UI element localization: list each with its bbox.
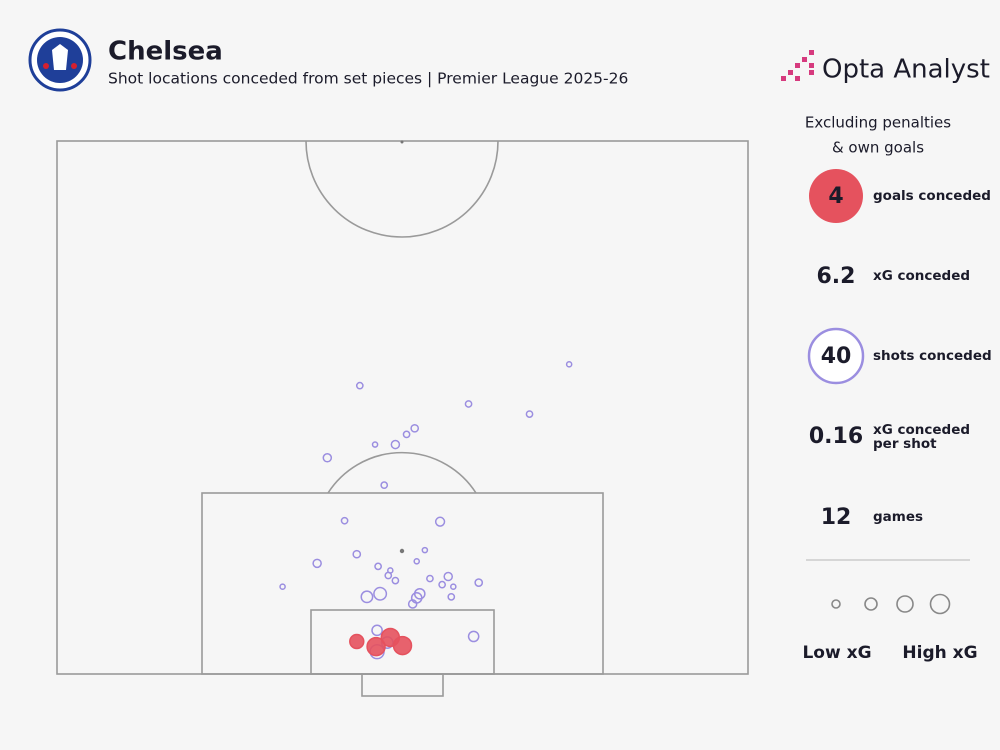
team-name: Chelsea: [108, 37, 223, 67]
shot: [279, 583, 286, 590]
shot: [438, 580, 446, 589]
shot: [426, 574, 434, 583]
shot: [360, 590, 374, 604]
shot: [390, 439, 401, 450]
shot: [434, 516, 446, 527]
stat-label: xG conceded: [873, 268, 970, 284]
subtitle: Shot locations conceded from set pieces …: [108, 70, 628, 88]
size-legend: [831, 593, 951, 615]
goal-shot: [392, 635, 413, 656]
goal-shot: [349, 633, 365, 650]
stat-value: 0.16: [809, 424, 863, 449]
stat-value: 6.2: [817, 264, 856, 289]
shot: [525, 410, 534, 418]
shot: [447, 592, 456, 601]
legend-high: High xG: [902, 643, 977, 663]
shot: [355, 381, 364, 390]
shot: [407, 599, 418, 609]
brand-logo: [781, 50, 814, 81]
stat-value: 40: [821, 344, 852, 369]
note-line: Excluding penalties: [805, 114, 951, 132]
shot: [474, 578, 484, 587]
goal-shot: [366, 636, 386, 657]
shot: [352, 549, 362, 559]
shot: [421, 546, 429, 554]
brand-name: Opta Analyst: [822, 55, 990, 85]
stat-label: games: [873, 509, 923, 525]
shot: [565, 361, 573, 368]
shot: [443, 571, 454, 582]
stat-label: goals conceded: [873, 188, 991, 204]
stat-value: 4: [828, 184, 843, 209]
shot: [467, 630, 480, 643]
shot: [402, 430, 411, 439]
stat-label: xG conceded: [873, 422, 970, 438]
stat-label-cont: per shot: [873, 436, 937, 452]
shot: [384, 571, 393, 580]
shot: [464, 400, 473, 408]
shot: [391, 576, 400, 585]
shot: [450, 583, 457, 590]
shot: [371, 441, 379, 448]
shot: [312, 558, 322, 569]
shot: [373, 586, 388, 601]
shot: [380, 481, 389, 490]
legend-low: Low xG: [802, 643, 871, 663]
shot: [410, 423, 420, 433]
stat-value: 12: [821, 505, 852, 530]
shot: [371, 624, 383, 637]
crest: [28, 28, 92, 92]
shot: [340, 516, 349, 525]
goals-badge: [809, 169, 863, 223]
shot: [413, 558, 421, 565]
note-line: & own goals: [832, 139, 924, 157]
shot: [374, 562, 382, 571]
pitch: [56, 140, 749, 697]
shot: [322, 452, 333, 463]
shots-badge: [807, 327, 865, 385]
stat-label: shots conceded: [873, 348, 992, 364]
